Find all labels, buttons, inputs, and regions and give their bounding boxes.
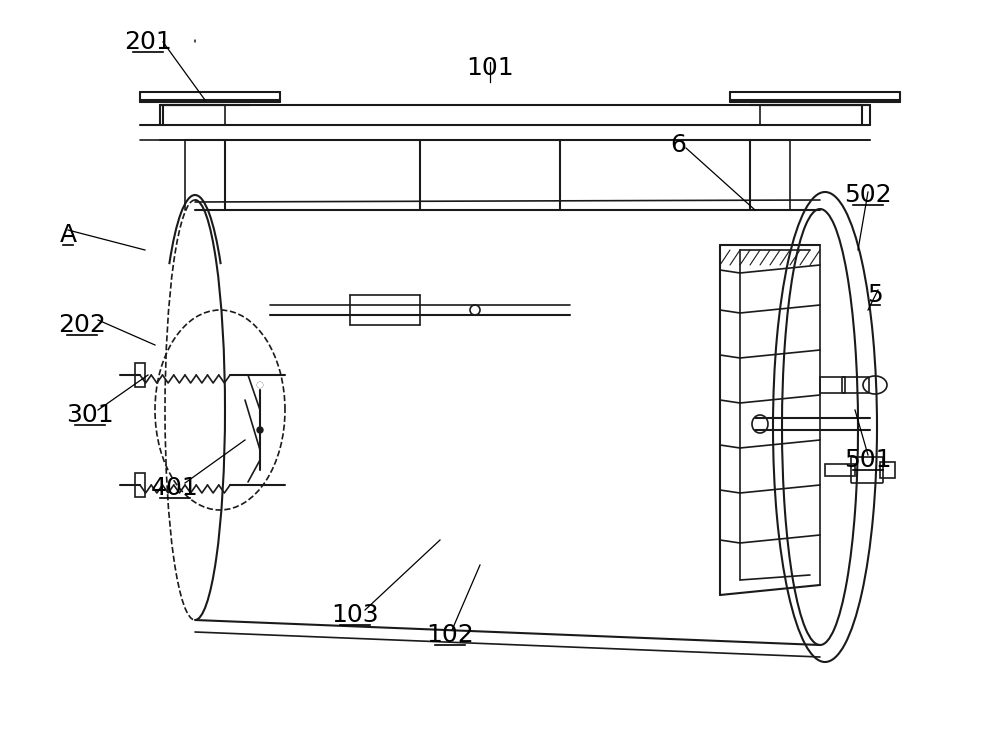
Bar	[820, 377, 845, 393]
Ellipse shape	[258, 383, 263, 388]
Text: 501: 501	[844, 448, 892, 472]
Bar	[135, 473, 145, 497]
Text: A: A	[59, 223, 77, 247]
Text: 201: 201	[124, 30, 172, 54]
Text: 103: 103	[331, 603, 379, 627]
Text: 101: 101	[466, 56, 514, 80]
Text: 6: 6	[670, 133, 686, 157]
Text: 301: 301	[66, 403, 114, 427]
Bar	[135, 363, 145, 387]
Bar	[825, 464, 855, 476]
Text: 502: 502	[844, 183, 892, 207]
Bar	[880, 462, 895, 478]
Text: 102: 102	[426, 623, 474, 647]
Text: 5: 5	[867, 283, 883, 307]
Ellipse shape	[257, 427, 263, 433]
Text: 401: 401	[151, 476, 199, 500]
Text: 202: 202	[58, 313, 106, 337]
